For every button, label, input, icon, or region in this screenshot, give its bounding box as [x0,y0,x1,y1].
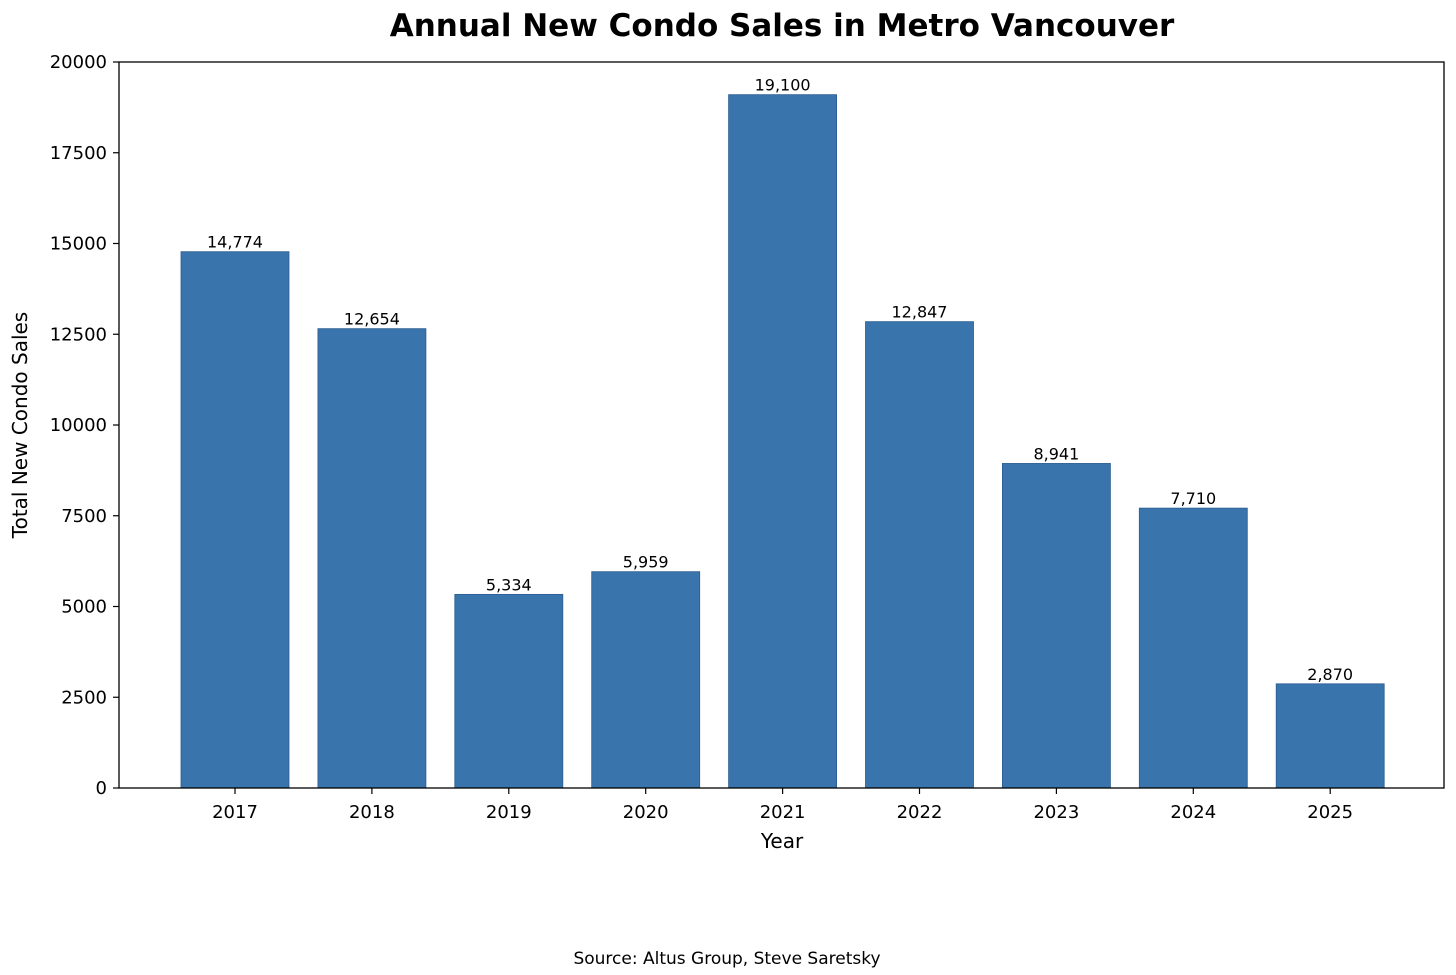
source-note: Source: Altus Group, Steve Saretsky [573,949,880,969]
value-labels-group: 14,774 12,654 5,334 5,959 19,100 12,847 8,941 7… [207,76,1353,684]
x-tick-label-2023: 2023 [1033,802,1079,823]
y-tick-label-0: 0 [96,778,107,799]
chart-title: Annual New Condo Sales in Metro Vancouve… [390,8,1175,44]
data-label-2021: 19,100 [755,76,811,95]
y-tick-label-20000: 20000 [50,52,107,73]
x-tick-label-2017: 2017 [212,802,258,823]
data-label-2019: 5,334 [486,575,532,594]
data-label-2023: 8,941 [1033,444,1079,463]
x-tick-label-2024: 2024 [1170,802,1216,823]
data-label-2020: 5,959 [623,553,669,572]
bar-2020 [591,571,701,789]
bar-2018 [317,328,427,789]
data-label-2018: 12,654 [344,310,400,329]
data-label-2025: 2,870 [1307,665,1353,684]
bars-group [180,94,1385,789]
y-tick-label-15000: 15000 [50,234,107,255]
bar-2021 [728,94,837,789]
data-label-2017: 14,774 [207,233,263,252]
y-tick-label-17500: 17500 [50,143,107,164]
x-tick-label-2018: 2018 [349,802,395,823]
y-tick-label-7500: 7500 [61,506,107,527]
bar-2019 [454,593,564,789]
y-axis: 0 2500 5000 7500 10000 12500 15000 17500 20000 [50,52,119,799]
y-tick-label-10000: 10000 [50,415,107,436]
x-axis-label: Year [760,829,804,853]
bar-2017 [180,251,290,789]
x-tick-label-2021: 2021 [760,802,806,823]
bar-2023 [1002,463,1111,789]
bar-2024 [1138,507,1248,789]
x-tick-label-2020: 2020 [623,802,669,823]
bar-2025 [1275,683,1385,789]
x-tick-label-2019: 2019 [486,802,532,823]
bar-2022 [865,321,974,789]
y-tick-label-12500: 12500 [50,324,107,345]
y-tick-label-5000: 5000 [61,597,107,618]
data-label-2022: 12,847 [892,303,948,322]
plot-frame [118,61,1445,789]
x-tick-label-2025: 2025 [1307,802,1353,823]
x-tick-label-2022: 2022 [897,802,943,823]
x-axis: 2017 2018 2019 2020 2021 2022 2023 2024 2025 [212,788,1353,823]
y-tick-label-2500: 2500 [61,687,107,708]
data-label-2024: 7,710 [1170,489,1216,508]
y-axis-label: Total New Condo Sales [8,312,32,539]
